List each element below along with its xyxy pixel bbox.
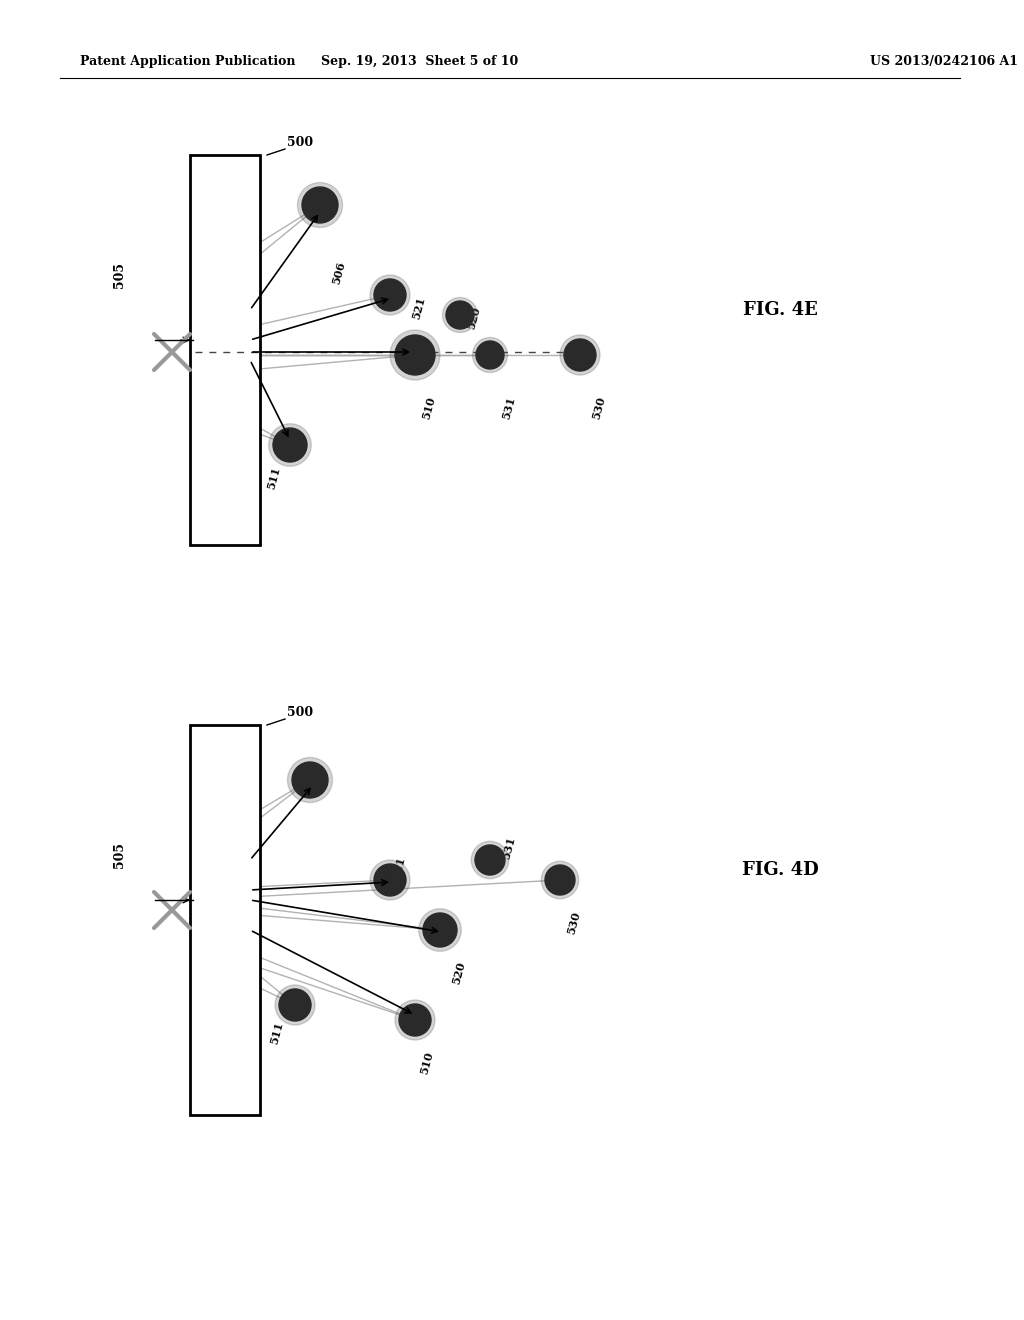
Text: 510: 510 — [418, 1049, 434, 1074]
Circle shape — [390, 330, 440, 380]
Circle shape — [288, 758, 333, 803]
Text: 521: 521 — [410, 294, 427, 319]
Text: 521: 521 — [390, 855, 407, 880]
Circle shape — [268, 424, 311, 466]
Text: 531: 531 — [500, 395, 517, 420]
Circle shape — [374, 279, 406, 312]
Bar — [190, 154, 260, 545]
Text: 530: 530 — [565, 909, 582, 935]
Text: 500: 500 — [287, 706, 313, 719]
Circle shape — [442, 297, 477, 333]
Circle shape — [298, 182, 342, 227]
Circle shape — [399, 1005, 431, 1036]
Text: 510: 510 — [420, 395, 436, 420]
Circle shape — [542, 861, 579, 899]
Text: 505: 505 — [114, 842, 127, 869]
Text: 500: 500 — [287, 136, 313, 149]
Text: 511: 511 — [265, 465, 282, 490]
Text: FIG. 4E: FIG. 4E — [742, 301, 817, 319]
Circle shape — [292, 762, 328, 799]
Circle shape — [395, 1001, 435, 1040]
Circle shape — [279, 989, 311, 1020]
Text: 505: 505 — [114, 261, 127, 288]
Circle shape — [472, 338, 508, 372]
Text: 531: 531 — [500, 836, 517, 861]
Circle shape — [560, 335, 600, 375]
Text: US 2013/0242106 A1: US 2013/0242106 A1 — [870, 55, 1018, 69]
Circle shape — [370, 275, 410, 315]
Circle shape — [374, 865, 406, 896]
Text: Sep. 19, 2013  Sheet 5 of 10: Sep. 19, 2013 Sheet 5 of 10 — [322, 55, 518, 69]
Text: 511: 511 — [268, 1020, 285, 1045]
Text: FIG. 4D: FIG. 4D — [741, 861, 818, 879]
Circle shape — [302, 187, 338, 223]
Circle shape — [395, 335, 435, 375]
Circle shape — [476, 341, 504, 370]
Circle shape — [545, 865, 575, 895]
Bar — [190, 725, 260, 1115]
Text: 530: 530 — [590, 395, 606, 420]
Text: 520: 520 — [450, 960, 467, 985]
Text: Patent Application Publication: Patent Application Publication — [80, 55, 296, 69]
Circle shape — [446, 301, 474, 329]
Text: 520: 520 — [465, 305, 481, 330]
Circle shape — [273, 428, 307, 462]
Circle shape — [475, 845, 505, 875]
Circle shape — [370, 861, 410, 900]
Circle shape — [423, 913, 457, 946]
Circle shape — [275, 985, 315, 1026]
Text: 506: 506 — [330, 260, 346, 285]
Circle shape — [471, 841, 509, 879]
Circle shape — [564, 339, 596, 371]
Circle shape — [419, 908, 461, 952]
